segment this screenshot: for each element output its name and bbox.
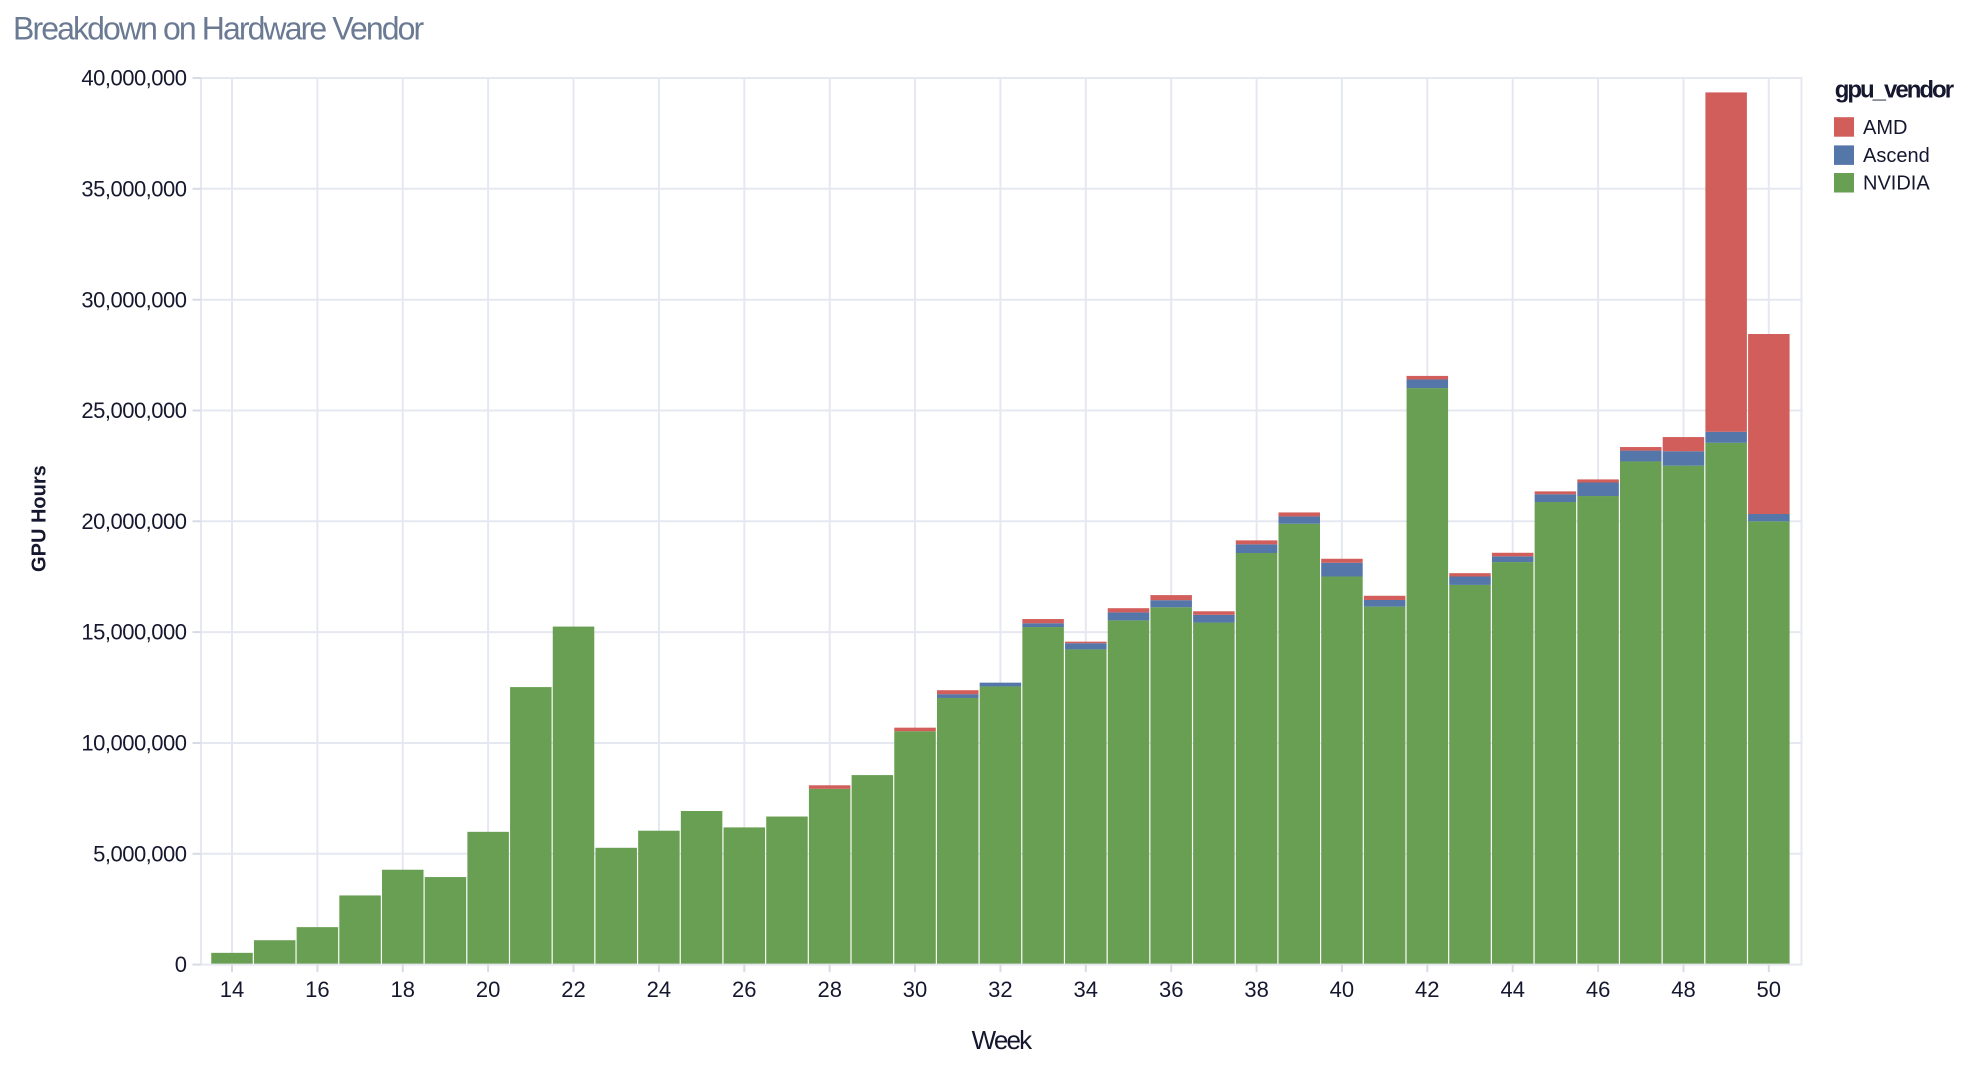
svg-text:10,000,000: 10,000,000 [81,731,186,756]
svg-text:38: 38 [1244,977,1268,1002]
svg-text:16: 16 [305,977,329,1002]
svg-text:36: 36 [1159,977,1183,1002]
svg-text:44: 44 [1500,977,1524,1002]
svg-text:20: 20 [476,977,500,1002]
svg-text:50: 50 [1757,977,1781,1002]
svg-text:30,000,000: 30,000,000 [81,287,186,312]
svg-text:30: 30 [903,977,927,1002]
svg-text:40,000,000: 40,000,000 [81,66,186,91]
svg-text:26: 26 [732,977,756,1002]
svg-text:NVIDIA: NVIDIA [1863,173,1930,195]
svg-text:42: 42 [1415,977,1439,1002]
svg-text:14: 14 [220,977,244,1002]
svg-text:35,000,000: 35,000,000 [81,176,186,201]
svg-text:22: 22 [561,977,585,1002]
svg-text:20,000,000: 20,000,000 [81,509,186,534]
svg-text:Week: Week [972,1025,1034,1055]
svg-text:Breakdown on Hardware Vendor: Breakdown on Hardware Vendor [13,11,425,47]
svg-text:32: 32 [988,977,1012,1002]
svg-text:15,000,000: 15,000,000 [81,620,186,645]
svg-text:25,000,000: 25,000,000 [81,398,186,423]
svg-text:AMD: AMD [1863,117,1907,139]
svg-text:46: 46 [1586,977,1610,1002]
svg-text:18: 18 [391,977,415,1002]
svg-text:24: 24 [647,977,671,1002]
svg-text:5,000,000: 5,000,000 [93,841,187,866]
svg-text:28: 28 [817,977,841,1002]
svg-text:0: 0 [175,952,187,977]
svg-text:GPU Hours: GPU Hours [29,465,51,572]
svg-text:40: 40 [1330,977,1354,1002]
svg-text:gpu_vendor: gpu_vendor [1835,77,1954,104]
svg-text:Ascend: Ascend [1863,145,1930,167]
svg-text:34: 34 [1074,977,1098,1002]
svg-text:48: 48 [1671,977,1695,1002]
